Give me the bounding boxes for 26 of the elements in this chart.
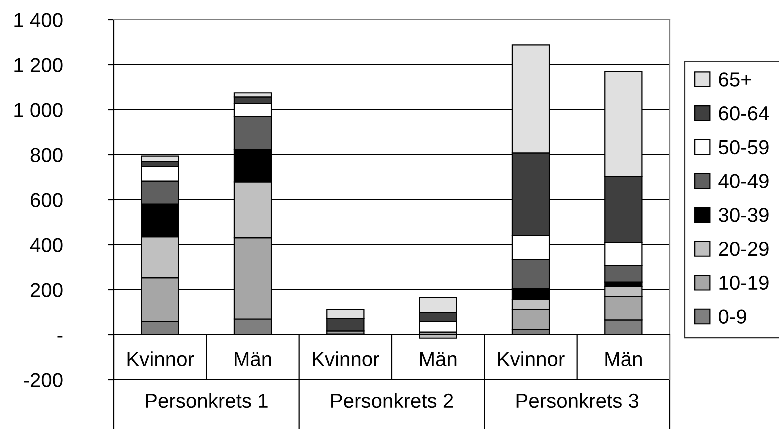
x-tick-label: Män (235, 352, 272, 366)
y-tick-label: 600 (30, 193, 63, 208)
text: Personkrets 3 (516, 393, 639, 408)
y-tick-label: 400 (30, 238, 63, 252)
text: Personkrets 1 (146, 393, 268, 408)
x-tick-label: Kvinnor (313, 352, 380, 366)
y-tick-label: - (58, 336, 63, 338)
y-tick-label: -200 (24, 373, 63, 388)
y-tick-label: 1 200 (14, 58, 63, 72)
legend-label: 30-39 (718, 208, 769, 222)
legend-label: 0-9 (719, 310, 746, 324)
legend-label: 50-59 (719, 140, 769, 155)
y-tick-label: 1 000 (14, 103, 63, 118)
x-tick-label: Män (606, 352, 642, 366)
legend-label: 40-49 (718, 174, 769, 188)
y-tick-label: 800 (30, 148, 63, 162)
legend-label: 10-19 (720, 276, 769, 290)
x-tick-label: Män (420, 352, 457, 366)
legend-label: 60-64 (719, 106, 770, 121)
x-tick-label: Kvinnor (128, 352, 194, 366)
y-tick-label: 200 (30, 283, 63, 298)
legend-label: 20-29 (719, 242, 769, 256)
legend-label: 65+ (719, 72, 752, 87)
text: Personkrets 2 (332, 393, 454, 408)
x-tick-label: Kvinnor (498, 352, 565, 366)
y-tick-label: 1 400 (14, 13, 63, 28)
